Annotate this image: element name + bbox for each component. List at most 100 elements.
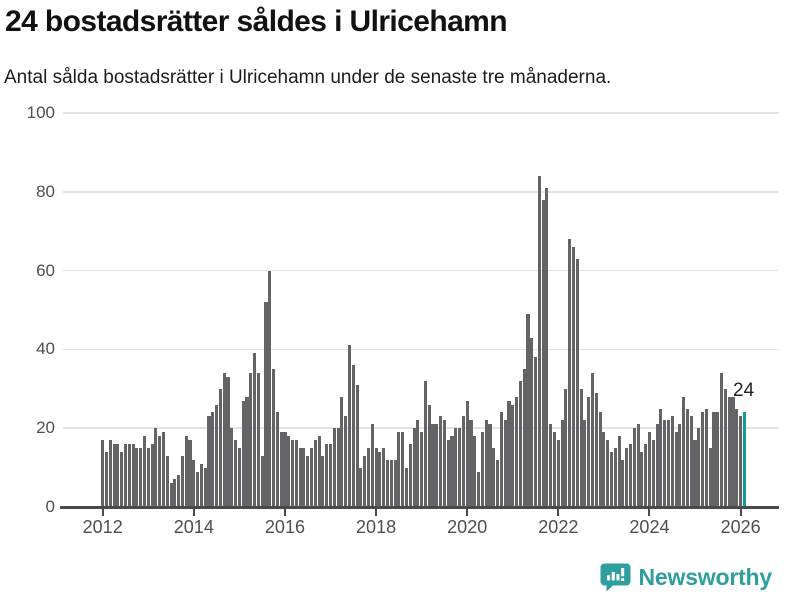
bar (689, 416, 693, 507)
bar (355, 384, 359, 507)
gridline-y-40 (63, 348, 779, 351)
bar (609, 451, 614, 507)
bar (560, 420, 564, 507)
bar (697, 428, 701, 507)
bar (226, 376, 230, 507)
bar (397, 432, 401, 507)
bar (142, 436, 146, 507)
bar (218, 388, 222, 507)
bar (716, 412, 720, 507)
bar (150, 443, 154, 507)
bar (442, 420, 446, 507)
y-axis-label-100: 100 (26, 103, 55, 122)
bar (594, 392, 598, 507)
x-axis-tick-2014 (192, 508, 195, 516)
bar (613, 447, 617, 507)
x-axis-label-2018: 2018 (356, 517, 397, 537)
bar (264, 302, 268, 507)
bar (317, 436, 321, 507)
bar (617, 436, 621, 507)
bar (659, 408, 663, 507)
bar (511, 404, 515, 507)
bar (708, 447, 712, 507)
x-axis-label-2024: 2024 (629, 517, 670, 537)
bar (454, 428, 458, 507)
bar (241, 400, 245, 507)
bar (108, 440, 112, 507)
bar (727, 396, 731, 507)
bar (366, 447, 371, 507)
bar (685, 408, 689, 507)
bar (484, 420, 488, 507)
x-axis-label-2012: 2012 (82, 517, 123, 537)
page-title: 24 bostadsrätter såldes i Ulricehamn (5, 5, 508, 38)
chart-subtitle: Antal sålda bostadsrätter i Ulricehamn u… (4, 67, 612, 88)
bar (435, 424, 439, 507)
bar (260, 455, 264, 507)
bar (131, 443, 135, 507)
bar (568, 239, 572, 507)
bar (404, 467, 408, 507)
bar (408, 443, 412, 507)
bar (492, 447, 496, 507)
bar (104, 451, 109, 507)
bar (275, 412, 279, 507)
bar (378, 451, 382, 507)
bar (245, 396, 249, 507)
bar (682, 396, 686, 507)
bar (139, 447, 143, 507)
last-value-label: 24 (733, 380, 755, 401)
bar (169, 483, 173, 507)
bar (628, 443, 633, 507)
bar (701, 412, 705, 507)
bar (731, 396, 735, 507)
bar (644, 443, 648, 507)
bar (522, 369, 526, 507)
bar (625, 447, 629, 507)
bar-highlight-last (742, 412, 746, 507)
bar (112, 443, 116, 507)
bar (477, 471, 481, 507)
y-axis-label-40: 40 (36, 339, 55, 359)
bar (344, 416, 348, 507)
gridline-y-80 (63, 191, 779, 193)
bar (606, 440, 610, 507)
bar (674, 432, 678, 507)
bar (332, 428, 336, 507)
bar (431, 424, 435, 507)
newsworthy-logo-icon (600, 563, 631, 592)
bar (207, 416, 211, 507)
bar (712, 412, 716, 507)
bar (401, 432, 405, 507)
bar (393, 459, 397, 507)
x-axis-label-2020: 2020 (447, 517, 488, 537)
bar (370, 424, 374, 507)
x-axis-tick-2026 (739, 508, 742, 516)
gridline-y-20 (63, 427, 779, 429)
bar (230, 428, 234, 507)
bar (693, 440, 697, 507)
bar (412, 428, 416, 507)
bar (420, 432, 424, 507)
bar (602, 432, 606, 507)
bar (158, 436, 162, 507)
bar (537, 176, 541, 507)
bar (704, 408, 708, 507)
bar (499, 412, 503, 507)
gridline-y-60 (63, 269, 779, 272)
bar (211, 412, 215, 507)
bar (549, 424, 553, 507)
bar (173, 479, 177, 507)
bar (587, 396, 591, 507)
x-axis-label-2014: 2014 (173, 517, 214, 537)
bar (298, 447, 302, 507)
bar (473, 436, 477, 507)
bar (359, 467, 363, 507)
bar (302, 447, 306, 507)
bar (196, 471, 200, 507)
x-axis-label-2016: 2016 (264, 517, 305, 537)
bar (351, 365, 355, 507)
bar (735, 408, 739, 507)
bar (427, 404, 431, 507)
bar (283, 432, 287, 507)
